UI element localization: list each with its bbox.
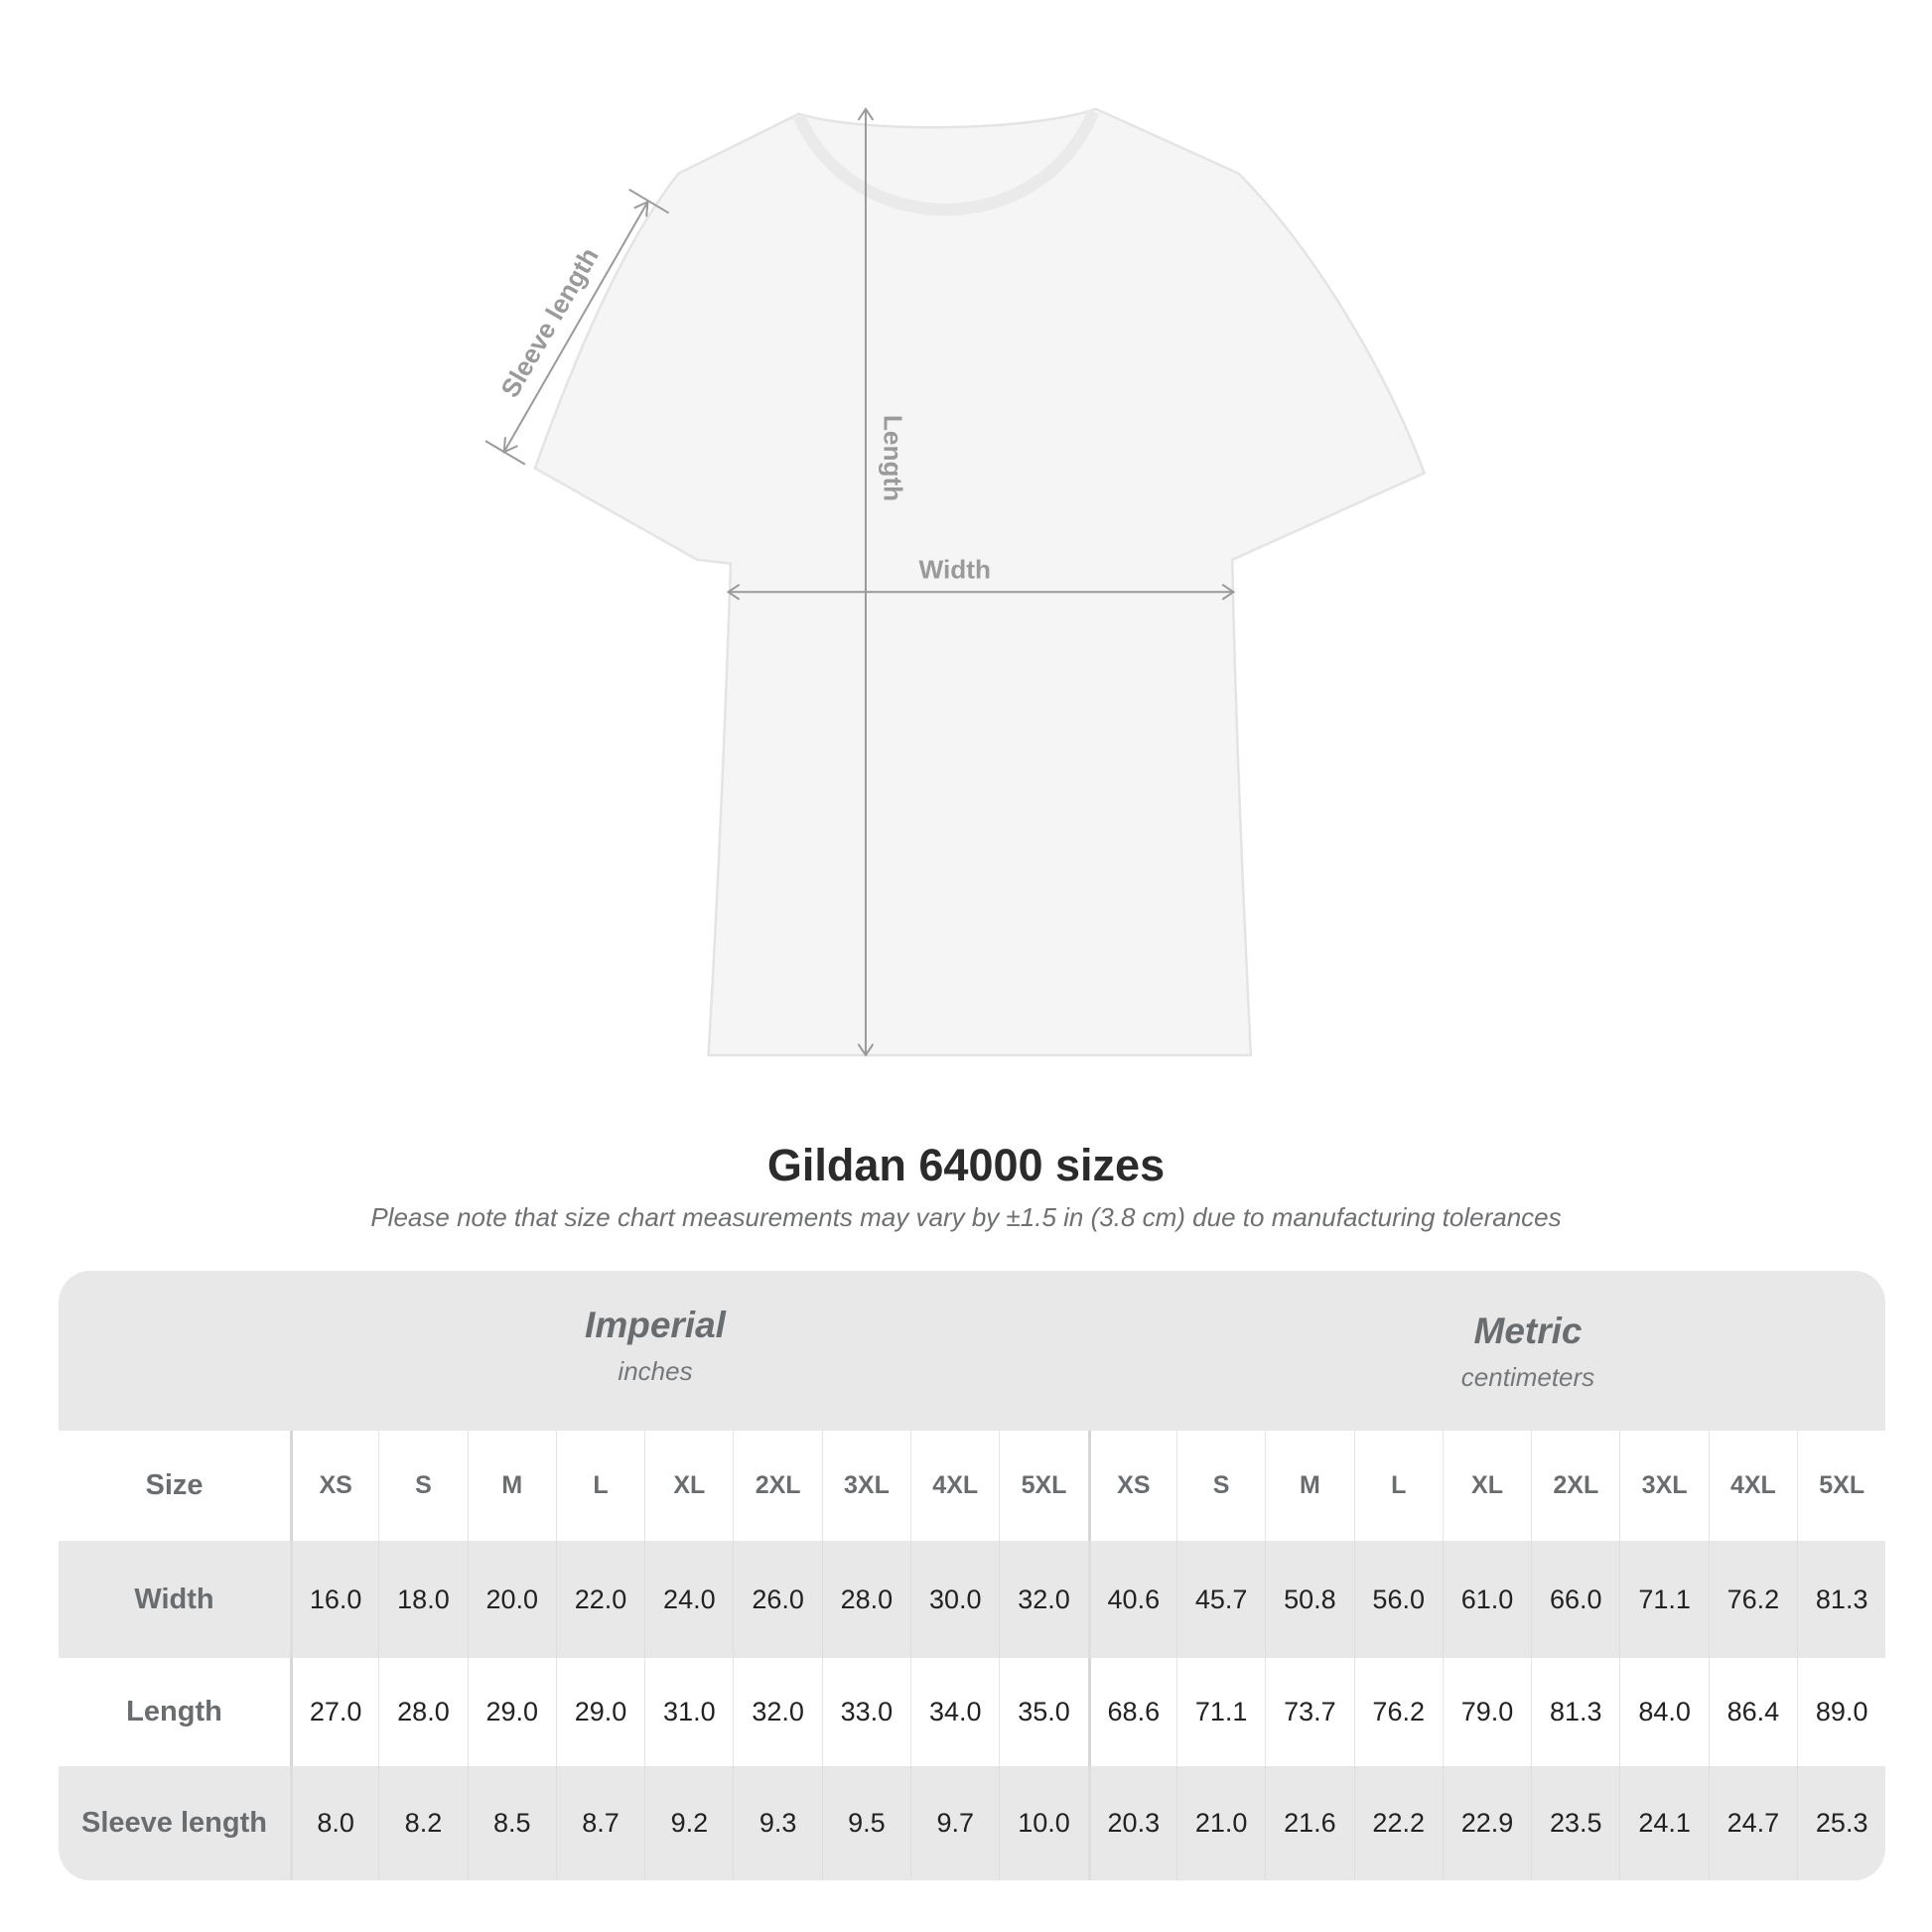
imperial-value: 29.0 <box>467 1658 556 1766</box>
metric-value: 40.6 <box>1087 1541 1176 1658</box>
imperial-value: 35.0 <box>999 1658 1087 1766</box>
tshirt-image <box>533 107 1427 1057</box>
imperial-value: 8.7 <box>555 1766 644 1880</box>
metric-value: 71.1 <box>1175 1658 1265 1766</box>
imperial-value: 28.0 <box>378 1658 467 1766</box>
tolerance-note: Please note that size chart measurements… <box>370 1202 1562 1232</box>
table-header: Imperial inches Metric centimeters <box>59 1271 1885 1431</box>
metric-value: 22.9 <box>1442 1766 1531 1880</box>
imperial-value: 30.0 <box>910 1541 999 1658</box>
imperial-size-m: M <box>467 1431 556 1541</box>
metric-size-l: L <box>1353 1431 1443 1541</box>
imperial-value: 24.0 <box>644 1541 733 1658</box>
imperial-label: Imperial <box>585 1305 726 1345</box>
page-title: Gildan 64000 sizes <box>766 1140 1166 1190</box>
metric-value: 50.8 <box>1265 1541 1353 1658</box>
metric-label: Metric <box>1473 1311 1583 1351</box>
imperial-value: 9.7 <box>910 1766 999 1880</box>
imperial-size-4xl: 4XL <box>910 1431 999 1541</box>
imperial-value: 9.3 <box>733 1766 821 1880</box>
metric-unit: centimeters <box>1460 1362 1595 1392</box>
table-row: Length 27.0 28.0 29.0 29.0 31.0 32.0 33.0 34.0 35… <box>59 1658 1885 1766</box>
imperial-value: 34.0 <box>910 1658 999 1766</box>
metric-value: 20.3 <box>1087 1766 1176 1880</box>
imperial-size-3xl: 3XL <box>821 1431 910 1541</box>
metric-value: 81.3 <box>1797 1541 1885 1658</box>
imperial-value: 28.0 <box>821 1541 910 1658</box>
metric-size-xs: XS <box>1087 1431 1176 1541</box>
row-label: Width <box>134 1583 214 1615</box>
size-table: Imperial inches Metric centimeters Size X… <box>59 1271 1885 1880</box>
metric-value: 66.0 <box>1531 1541 1619 1658</box>
metric-size-5xl: 5XL <box>1797 1431 1885 1541</box>
imperial-value: 26.0 <box>733 1541 821 1658</box>
row-label: Length <box>126 1696 222 1727</box>
imperial-size-s: S <box>378 1431 467 1541</box>
metric-value: 71.1 <box>1619 1541 1708 1658</box>
metric-size-xl: XL <box>1442 1431 1531 1541</box>
metric-value: 81.3 <box>1531 1658 1619 1766</box>
imperial-size-5xl: 5XL <box>999 1431 1087 1541</box>
imperial-unit: inches <box>618 1356 693 1386</box>
metric-value: 21.0 <box>1175 1766 1265 1880</box>
metric-value: 86.4 <box>1708 1658 1797 1766</box>
imperial-value: 32.0 <box>999 1541 1087 1658</box>
metric-value: 45.7 <box>1175 1541 1265 1658</box>
metric-value: 25.3 <box>1797 1766 1885 1880</box>
size-header: Size <box>145 1469 204 1501</box>
metric-value: 21.6 <box>1265 1766 1353 1880</box>
metric-size-3xl: 3XL <box>1619 1431 1708 1541</box>
metric-value: 68.6 <box>1087 1658 1176 1766</box>
metric-value: 56.0 <box>1353 1541 1443 1658</box>
imperial-value: 8.2 <box>378 1766 467 1880</box>
metric-size-m: M <box>1265 1431 1353 1541</box>
metric-value: 23.5 <box>1531 1766 1619 1880</box>
imperial-value: 29.0 <box>555 1658 644 1766</box>
width-label: Width <box>919 555 991 585</box>
metric-value: 73.7 <box>1265 1658 1353 1766</box>
metric-value: 24.7 <box>1708 1766 1797 1880</box>
imperial-value: 9.2 <box>644 1766 733 1880</box>
table-row: Sleeve length 8.0 8.2 8.5 8.7 9.2 9.3 9.5 9.7 10.… <box>59 1766 1885 1880</box>
metric-value: 84.0 <box>1619 1658 1708 1766</box>
size-row: Size XS S M L XL 2XL 3XL 4XL 5XL XS S M L XL 2XL 3XL 4XL 5… <box>59 1431 1885 1541</box>
imperial-size-xl: XL <box>644 1431 733 1541</box>
sleeve-arrow <box>502 201 649 453</box>
metric-value: 22.2 <box>1353 1766 1443 1880</box>
imperial-value: 33.0 <box>821 1658 910 1766</box>
table-row: Width 16.0 18.0 20.0 22.0 24.0 26.0 28.0 30.0 32.… <box>59 1541 1885 1658</box>
row-label: Sleeve length <box>81 1807 267 1839</box>
imperial-header: Imperial inches <box>357 1305 953 1387</box>
length-label: Length <box>879 415 908 501</box>
imperial-value: 22.0 <box>555 1541 644 1658</box>
imperial-value: 8.0 <box>290 1766 378 1880</box>
imperial-value: 8.5 <box>467 1766 556 1880</box>
metric-value: 61.0 <box>1442 1541 1531 1658</box>
imperial-value: 18.0 <box>378 1541 467 1658</box>
metric-value: 89.0 <box>1797 1658 1885 1766</box>
imperial-size-2xl: 2XL <box>733 1431 821 1541</box>
tshirt-collar <box>792 108 1100 216</box>
metric-value: 76.2 <box>1353 1658 1443 1766</box>
metric-size-2xl: 2XL <box>1531 1431 1619 1541</box>
imperial-value: 20.0 <box>467 1541 556 1658</box>
imperial-value: 31.0 <box>644 1658 733 1766</box>
metric-size-4xl: 4XL <box>1708 1431 1797 1541</box>
imperial-value: 27.0 <box>290 1658 378 1766</box>
metric-header: Metric centimeters <box>1230 1311 1826 1393</box>
imperial-size-xs: XS <box>290 1431 378 1541</box>
metric-value: 76.2 <box>1708 1541 1797 1658</box>
metric-value: 24.1 <box>1619 1766 1708 1880</box>
imperial-size-l: L <box>555 1431 644 1541</box>
imperial-value: 10.0 <box>999 1766 1087 1880</box>
metric-size-s: S <box>1175 1431 1265 1541</box>
imperial-value: 16.0 <box>290 1541 378 1658</box>
imperial-value: 32.0 <box>733 1658 821 1766</box>
imperial-value: 9.5 <box>821 1766 910 1880</box>
metric-value: 79.0 <box>1442 1658 1531 1766</box>
